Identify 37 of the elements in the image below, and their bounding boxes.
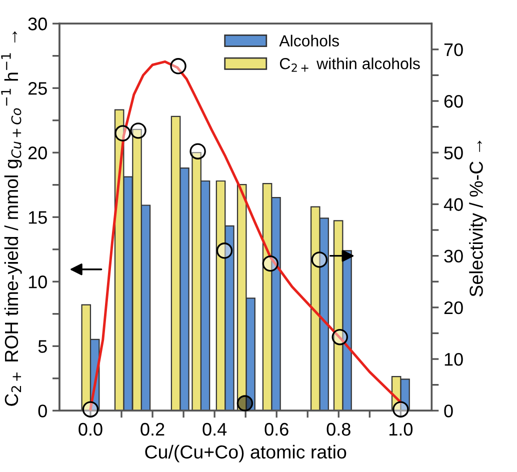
y2-tick-label: 30 [444, 250, 463, 263]
x-tick-label: 0.8 [326, 422, 350, 436]
y2-tick-label: 50 [444, 146, 463, 160]
point [311, 252, 328, 268]
y-tick-label: 15 [28, 211, 47, 224]
point [130, 122, 146, 139]
x-tick-label: 0.2 [140, 422, 164, 436]
y2-tick-label: 0 [444, 404, 453, 418]
x-tick-label: 0.6 [264, 422, 288, 436]
point [114, 125, 131, 142]
y2-tick-label: 60 [444, 94, 463, 108]
point [216, 242, 233, 259]
point [190, 143, 206, 160]
point [332, 328, 348, 346]
point [170, 58, 186, 74]
x-axis-title: Cu/(Cu+Co) atomic ratio [145, 444, 346, 462]
y-tick-label: 10 [28, 276, 47, 288]
legend-label: Alcohols [279, 34, 339, 47]
y2-axis-title: Selectivity / %-C → [469, 140, 487, 296]
y-tick-label: 20 [28, 146, 47, 160]
point [262, 255, 279, 272]
point [392, 401, 409, 418]
y-tick-label: 30 [28, 18, 47, 30]
point [236, 395, 254, 412]
y-tick-label: 5 [38, 340, 47, 353]
x-tick-label: 1.0 [390, 422, 413, 436]
x-tick-label: 0.0 [78, 422, 102, 436]
y-tick-label: 25 [28, 82, 47, 95]
y2-tick-label: 20 [444, 301, 463, 314]
legend-label: C$_{2+}$ within alcohols [280, 58, 420, 72]
y-axis-title: C$_{2+}$ ROH time-yield / mmol g$_{Cu+Co}$$^{−1}$ h$^{−1}$ → [1, 31, 22, 406]
y2-tick-label: 70 [444, 43, 463, 56]
y2-tick-label: 40 [444, 198, 463, 211]
point [82, 401, 99, 418]
y2-tick-label: 10 [444, 352, 463, 366]
x-tick-label: 0.4 [202, 422, 227, 436]
y-tick-label: 0 [38, 404, 47, 418]
